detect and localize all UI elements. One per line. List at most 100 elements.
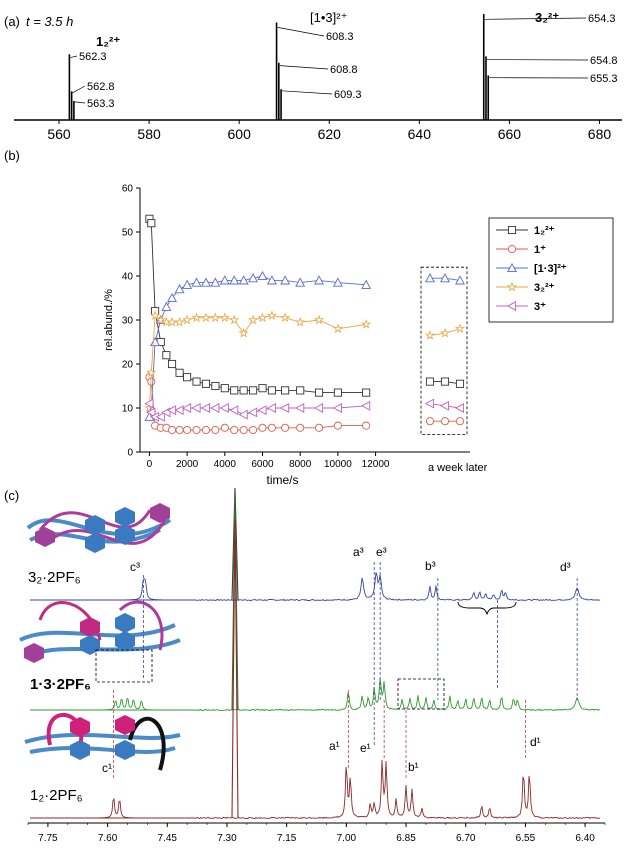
peak-leader [72, 85, 86, 94]
data-point [425, 273, 435, 283]
data-point [147, 219, 156, 228]
nmr-tick-label: 7.75 [38, 833, 58, 844]
data-point [219, 275, 230, 285]
solvent-peak [231, 519, 239, 819]
data-point [333, 421, 342, 430]
x-tick-label: 6000 [251, 459, 274, 470]
peak-label: 608.3 [326, 31, 354, 43]
data-point [332, 277, 343, 287]
series-line [148, 377, 367, 431]
spectrum-trace [30, 698, 195, 711]
data-point [144, 398, 154, 409]
peak-leader [282, 90, 333, 95]
data-point [183, 373, 192, 382]
data-point [296, 386, 305, 395]
x-tick-label: 8000 [289, 459, 312, 470]
nmr-tick-label: 7.15 [277, 833, 297, 844]
ms-peaks [68, 14, 589, 120]
panel-c-label: (c) [4, 488, 19, 503]
nmr-tick-label: 7.00 [337, 833, 357, 844]
week-later-box [420, 266, 468, 435]
data-point [166, 316, 178, 327]
data-point [249, 386, 258, 395]
data-point [257, 270, 268, 281]
data-point [454, 403, 465, 413]
x-tick-label: 4000 [214, 459, 237, 470]
peak-label: 563.3 [87, 98, 115, 110]
molecule-cartoon-1-3 [19, 600, 181, 663]
data-point [239, 386, 248, 395]
data-point [296, 423, 305, 432]
x-tick-label: 0 [147, 459, 153, 470]
data-point [192, 425, 201, 435]
data-point [333, 388, 342, 397]
data-point [361, 400, 371, 411]
molecule-cartoon-3-3 [26, 503, 172, 553]
y-tick-label: 20 [122, 360, 134, 371]
peak-assignment-a3: a³ [353, 545, 364, 559]
nmr-tick-label: 7.60 [98, 833, 118, 844]
data-point [230, 425, 239, 435]
data-point [201, 379, 211, 388]
data-point [439, 400, 450, 411]
y-tick-label: 40 [122, 272, 134, 283]
peak-assignment-b3: b³ [425, 559, 436, 573]
peak-assignment-c3: c³ [130, 560, 140, 574]
y-tick-label: 30 [122, 316, 134, 327]
peak-label: 562.8 [87, 81, 115, 93]
data-point [229, 405, 239, 416]
data-point [200, 312, 212, 323]
peak-assignment-d1: d¹ [530, 735, 541, 749]
data-point [267, 423, 276, 432]
data-point [295, 403, 305, 413]
peak-assignment-d3: d³ [560, 560, 571, 574]
data-point [507, 225, 517, 235]
nmr-tick-label: 6.70 [456, 833, 476, 844]
data-point [181, 403, 192, 413]
data-point [249, 425, 258, 435]
data-point [506, 281, 518, 292]
peak-leader [74, 101, 86, 104]
data-point [146, 367, 157, 378]
data-point [191, 403, 201, 413]
data-point [332, 403, 342, 413]
legend-label: 3₂²⁺ [534, 282, 555, 294]
data-point [258, 423, 267, 432]
series-line [148, 218, 367, 394]
species-label-3: 3₂²⁺ [535, 10, 559, 25]
peak-assignment-e1: e¹ [360, 741, 371, 755]
data-point [267, 386, 276, 395]
data-point [155, 411, 165, 422]
data-point [174, 405, 184, 416]
data-point [201, 277, 211, 287]
spectrum-label-1-3: 1·3·2PF₆ [30, 676, 91, 693]
week-later-label: a week later [428, 462, 488, 474]
data-point [266, 275, 277, 285]
data-point [167, 292, 177, 303]
data-point [238, 409, 248, 420]
legend-label: 1⁺ [534, 244, 546, 256]
data-point [454, 323, 466, 334]
data-point [507, 244, 517, 254]
brace [457, 601, 517, 616]
data-point [200, 403, 211, 413]
peak-assignment-e3: e³ [376, 545, 387, 559]
data-point [314, 388, 324, 397]
data-point [280, 275, 291, 285]
data-point [181, 314, 193, 325]
data-point [295, 277, 306, 287]
data-point [506, 301, 517, 311]
spectrum-trace [30, 797, 195, 819]
data-point [455, 379, 465, 388]
data-point [313, 403, 324, 413]
panel-b-label: (b) [4, 148, 20, 163]
ms-tick-label: 580 [137, 126, 161, 142]
ms-tick-label: 640 [408, 126, 432, 142]
ms-tick-label: 620 [318, 126, 342, 142]
y-axis-label: rel.abund./% [103, 289, 115, 351]
highlight-box [95, 649, 153, 683]
peak-label: 609.3 [334, 89, 362, 101]
spectrum-trace [194, 759, 601, 820]
y-tick-label: 60 [122, 184, 134, 195]
data-point [281, 423, 290, 432]
